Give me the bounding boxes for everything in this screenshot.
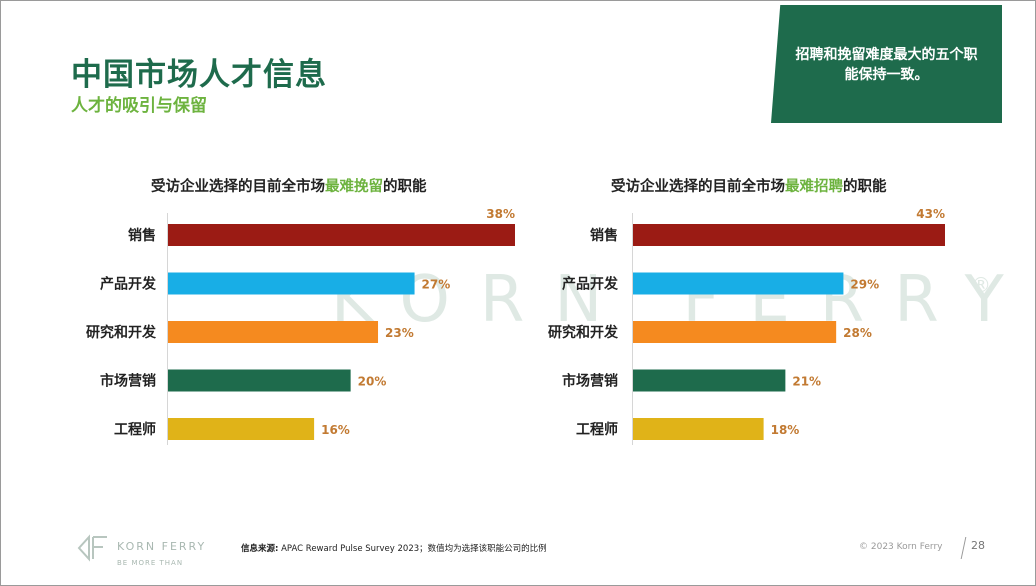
data-label-1: 27% (422, 278, 451, 292)
bar-3 (633, 369, 786, 392)
data-label-2: 28% (843, 326, 872, 340)
chart-title-prefix: 受访企业选择的目前全市场 (611, 179, 785, 195)
chart-recruit-plot: 销售 43% 产品开发 29% 研究和开发 28% 市场营销 21% 工程师 18% (548, 207, 945, 445)
copyright: © 2023 Korn Ferry (859, 542, 943, 552)
bar-2 (633, 321, 837, 343)
category-label-2: 研究和开发 (86, 324, 157, 341)
bar-1 (633, 272, 844, 295)
bar-1 (168, 272, 415, 295)
source-note: 信息来源: APAC Reward Pulse Survey 2023；数值均为… (241, 542, 547, 554)
chart-retention: 受访企业选择的目前全市场最难挽留的职能 销售 38% 产品开发 27% 研究和开发 23%… (31, 173, 551, 467)
category-label-3: 市场营销 (100, 373, 156, 390)
callout-text: 招聘和挽留难度最大的五个职能保持一致。 (795, 47, 978, 83)
bar-3 (168, 369, 351, 392)
chart-title-highlight: 最难挽留 (325, 179, 383, 195)
chart-recruit: 受访企业选择的目前全市场最难招聘的职能 销售 43% 产品开发 29% 研究和开发 28%… (487, 173, 1017, 467)
footer-tagline: BE MORE THAN (117, 559, 184, 567)
data-label-4: 18% (771, 423, 800, 437)
category-label-1: 产品开发 (562, 276, 619, 293)
korn-ferry-logo-icon (77, 534, 107, 562)
category-label-0: 销售 (590, 227, 618, 244)
data-label-4: 16% (321, 423, 350, 437)
bar-2 (168, 321, 379, 343)
category-label-4: 工程师 (576, 421, 618, 438)
source-label: 信息来源: (241, 544, 279, 554)
data-label-0: 43% (916, 207, 945, 221)
source-text: APAC Reward Pulse Survey 2023；数值均为选择该职能公… (278, 544, 547, 554)
watermark-registered-mark: ® (971, 273, 991, 297)
callout-box: 招聘和挽留难度最大的五个职能保持一致。 (771, 5, 1002, 123)
data-label-0: 38% (486, 207, 515, 221)
page-title: 中国市场人才信息 (71, 57, 327, 93)
page-subtitle: 人才的吸引与保留 (71, 96, 207, 116)
page-number: 28 (971, 539, 985, 552)
chart-title-suffix: 的职能 (843, 179, 887, 195)
bar-0 (633, 224, 945, 246)
chart-title-highlight: 最难招聘 (785, 179, 843, 195)
category-label-1: 产品开发 (100, 276, 157, 293)
chart-title-prefix: 受访企业选择的目前全市场 (151, 179, 325, 195)
chart-title-suffix: 的职能 (383, 179, 427, 195)
chart-title-recruit: 受访企业选择的目前全市场最难招聘的职能 (611, 175, 887, 196)
footer-brand: KORN FERRY (117, 540, 207, 553)
chart-title-retention: 受访企业选择的目前全市场最难挽留的职能 (151, 175, 427, 196)
category-label-2: 研究和开发 (548, 324, 619, 341)
category-label-3: 市场营销 (562, 373, 618, 390)
data-label-2: 23% (385, 326, 414, 340)
chart-retention-plot: 销售 38% 产品开发 27% 研究和开发 23% 市场营销 20% 工程师 16% (86, 207, 515, 445)
bar-4 (168, 418, 315, 440)
page-separator (960, 537, 967, 559)
data-label-3: 21% (792, 375, 821, 389)
data-label-3: 20% (358, 375, 387, 389)
category-label-4: 工程师 (114, 421, 156, 438)
data-label-1: 29% (850, 278, 879, 292)
category-label-0: 销售 (128, 227, 156, 244)
bar-4 (633, 418, 764, 440)
bar-0 (168, 224, 515, 246)
